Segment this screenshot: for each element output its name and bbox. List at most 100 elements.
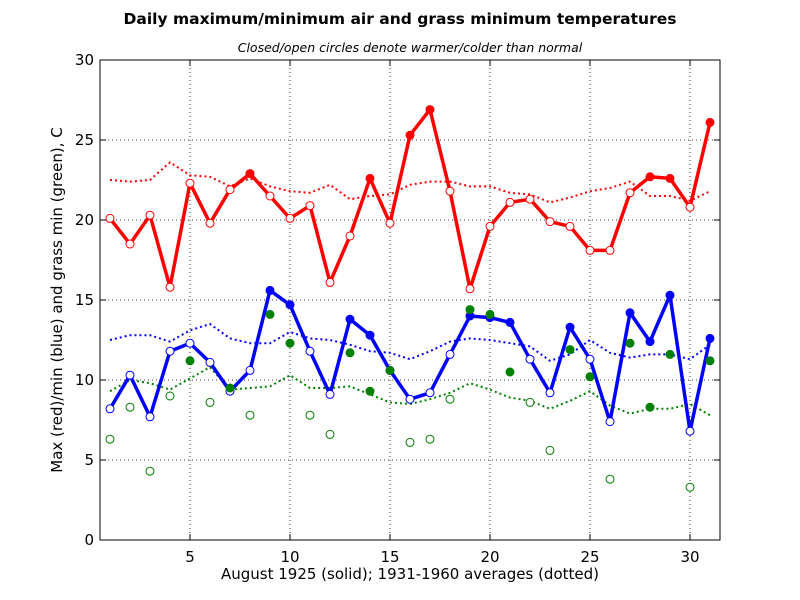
y-tick-labels: 0 5 10 15 20 25 30 — [75, 51, 94, 549]
y-tick-label: 0 — [84, 531, 94, 549]
normal-lines — [109, 161, 711, 417]
grass-min-point — [305, 410, 315, 420]
grass-min-point — [105, 434, 115, 444]
min-actual-point — [625, 308, 635, 318]
max-actual-point — [465, 284, 475, 294]
min-actual-point — [105, 404, 115, 414]
max-actual-point — [605, 245, 615, 255]
min-actual-point — [705, 333, 715, 343]
min-actual-point — [205, 357, 215, 367]
max-actual-point — [305, 201, 315, 211]
max-actual-point — [505, 197, 515, 207]
x-tick-label: 20 — [480, 548, 499, 566]
chart-title: Daily maximum/minimum air and grass mini… — [124, 10, 677, 28]
x-tick-label: 5 — [185, 548, 195, 566]
max-actual-point — [345, 231, 355, 241]
grass-markers — [105, 305, 715, 492]
grass-normal-line — [109, 365, 711, 417]
min-actual-point — [425, 388, 435, 398]
max-actual-point — [385, 218, 395, 228]
min-actual-point — [245, 365, 255, 375]
min-actual-point — [345, 314, 355, 324]
grass-min-point — [665, 349, 675, 359]
max-actual-point — [165, 282, 175, 292]
min-actual-point — [605, 417, 615, 427]
min-actual-point — [665, 290, 675, 300]
grass-min-point — [445, 394, 455, 404]
min-actual-point — [145, 412, 155, 422]
grass-min-point — [145, 466, 155, 476]
max-actual-point — [665, 173, 675, 183]
max-actual-point — [145, 210, 155, 220]
grass-min-point — [205, 397, 215, 407]
min-actual-point — [545, 388, 555, 398]
min-actual-point — [165, 346, 175, 356]
max-actual-point — [105, 213, 115, 223]
max-actual-point — [265, 191, 275, 201]
min-actual-point — [505, 317, 515, 327]
min-actual-point — [185, 338, 195, 348]
y-tick-label: 15 — [75, 291, 94, 309]
min-actual-point — [365, 330, 375, 340]
grass-min-point — [185, 356, 195, 366]
max-actual-point — [545, 217, 555, 227]
x-tick-labels: 5 10 15 20 25 30 — [185, 548, 699, 566]
max-actual-point — [125, 239, 135, 249]
x-tick-label: 15 — [380, 548, 399, 566]
min-actual-point — [125, 370, 135, 380]
max-actual-point — [565, 221, 575, 231]
grass-min-point — [405, 437, 415, 447]
x-tick-label: 25 — [580, 548, 599, 566]
grass-min-point — [685, 482, 695, 492]
grass-min-point — [625, 338, 635, 348]
ticks — [100, 59, 720, 541]
grass-min-point — [265, 309, 275, 319]
max-actual-point — [625, 188, 635, 198]
max-actual-point — [325, 277, 335, 287]
max-normal-line — [109, 161, 711, 204]
y-axis-label: Max (red)/min (blue) and grass min (gree… — [48, 127, 66, 472]
grass-min-point — [705, 356, 715, 366]
min-actual-point — [445, 349, 455, 359]
min-actual-point — [685, 426, 695, 436]
y-tick-label: 10 — [75, 371, 94, 389]
max-actual-point — [645, 172, 655, 182]
max-actual-point — [445, 186, 455, 196]
grass-min-point — [565, 345, 575, 355]
max-actual-point — [205, 218, 215, 228]
grass-min-point — [485, 309, 495, 319]
x-tick-label: 10 — [280, 548, 299, 566]
grass-min-point — [325, 429, 335, 439]
min-actual-point — [285, 300, 295, 310]
max-actual-point — [685, 202, 695, 212]
max-actual-point — [285, 213, 295, 223]
min-actual-point — [525, 354, 535, 364]
grass-min-point — [125, 402, 135, 412]
grass-min-point — [545, 445, 555, 455]
max-actual-point — [405, 130, 415, 140]
grass-min-point — [605, 474, 615, 484]
min-actual-point — [405, 394, 415, 404]
min-actual-point — [265, 285, 275, 295]
max-actual-point — [185, 178, 195, 188]
max-actual-point — [245, 169, 255, 179]
y-tick-label: 20 — [75, 211, 94, 229]
max-actual-point — [485, 221, 495, 231]
max-actual-point — [705, 117, 715, 127]
max-actual-point — [525, 194, 535, 204]
grass-min-point — [525, 397, 535, 407]
grass-min-point — [365, 386, 375, 396]
actual-lines — [105, 105, 715, 436]
grass-min-point — [645, 402, 655, 412]
max-actual-point — [425, 105, 435, 115]
grass-min-point — [385, 365, 395, 375]
y-tick-label: 5 — [84, 451, 94, 469]
max-actual-point — [365, 173, 375, 183]
grass-min-point — [245, 410, 255, 420]
grass-min-point — [285, 338, 295, 348]
grass-min-point — [585, 372, 595, 382]
x-axis-label: August 1925 (solid); 1931-1960 averages … — [221, 565, 599, 583]
min-normal-line — [109, 322, 711, 362]
min-actual-line — [108, 288, 712, 433]
